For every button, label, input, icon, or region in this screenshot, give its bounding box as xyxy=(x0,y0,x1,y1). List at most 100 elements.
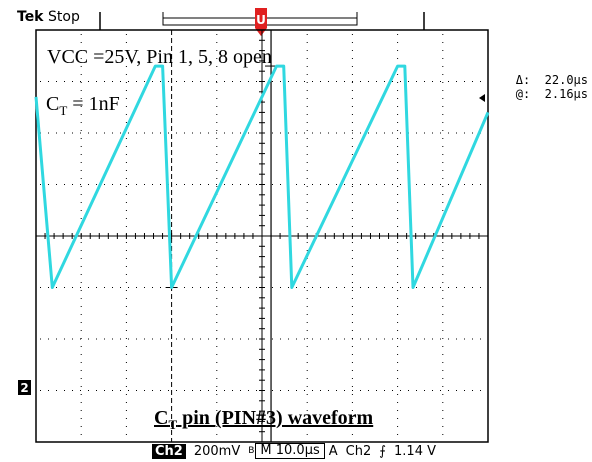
grid-dot xyxy=(216,106,218,107)
grid-dot xyxy=(306,362,308,363)
grid-dot xyxy=(440,287,441,288)
grid-dot xyxy=(216,202,218,203)
grid-dot xyxy=(80,74,82,75)
grid-dot xyxy=(40,81,41,82)
grid-dot xyxy=(397,370,399,371)
brand-label: Tek xyxy=(17,9,44,25)
grid-dot xyxy=(397,90,399,91)
grid-dot xyxy=(306,394,308,395)
grid-dot xyxy=(442,314,444,315)
grid-dot xyxy=(216,146,218,147)
grid-dot xyxy=(80,287,81,288)
grid-dot xyxy=(306,50,308,51)
grid-dot xyxy=(125,346,127,347)
grid-dot xyxy=(136,287,137,288)
grid-dot xyxy=(448,81,449,82)
channel-badge[interactable]: Ch2 xyxy=(152,443,186,459)
grid-dot xyxy=(397,98,399,99)
grid-dot xyxy=(306,338,308,339)
grid-dot xyxy=(351,50,353,51)
grid-dot xyxy=(171,298,173,299)
grid-dot xyxy=(304,390,305,391)
grid-dot xyxy=(216,258,218,259)
grid-dot xyxy=(280,390,281,391)
grid-dot xyxy=(397,426,399,427)
grid-dot xyxy=(306,114,308,115)
grid-dot xyxy=(442,106,444,107)
grid-dot xyxy=(351,218,353,219)
grid-dot xyxy=(56,338,57,340)
grid-dot xyxy=(351,42,353,43)
grid-dot xyxy=(352,132,353,134)
grid-dot xyxy=(125,186,127,187)
grid-dot xyxy=(125,386,127,387)
grid-dot xyxy=(306,410,308,411)
grid-dot xyxy=(344,287,345,288)
grid-dot xyxy=(376,132,377,134)
grid-dot xyxy=(351,258,353,259)
grid-dot xyxy=(306,250,308,251)
grid-dot xyxy=(125,426,127,427)
grid-dot xyxy=(442,58,444,59)
grid-dot xyxy=(351,426,353,427)
volts-per-div[interactable]: 200mV xyxy=(193,443,241,459)
grid-dot xyxy=(448,132,449,134)
grid-dot xyxy=(248,390,249,391)
grid-dot xyxy=(440,132,441,134)
grid-dot xyxy=(80,306,82,307)
grid-dot xyxy=(480,390,481,391)
grid-dot xyxy=(442,74,444,75)
grid-dot xyxy=(216,132,217,134)
grid-dot xyxy=(397,130,399,131)
grid-dot xyxy=(397,194,399,195)
grid-dot xyxy=(306,282,308,283)
trigger-level[interactable]: 1.14 V xyxy=(394,443,437,459)
grid-dot xyxy=(80,170,82,171)
grid-dot xyxy=(171,50,173,51)
grid-dot xyxy=(80,290,82,291)
grid-dot xyxy=(397,258,399,259)
grid-dot xyxy=(160,81,161,82)
trigger-mode[interactable]: A xyxy=(328,443,338,459)
grid-dot xyxy=(442,122,444,123)
grid-dot xyxy=(360,132,361,134)
grid-dot xyxy=(216,74,218,75)
grid-dot xyxy=(320,338,321,340)
grid-dot xyxy=(351,354,353,355)
grid-dot xyxy=(216,338,217,340)
grid-dot xyxy=(306,314,308,315)
grid-dot xyxy=(306,58,308,59)
grid-dot xyxy=(384,390,385,391)
grid-dot xyxy=(442,378,444,379)
grid-dot xyxy=(368,338,369,340)
grid-dot xyxy=(88,338,89,340)
grid-dot xyxy=(171,402,173,403)
grid-dot xyxy=(72,81,73,82)
grid-dot xyxy=(80,314,82,315)
grid-dot xyxy=(125,242,127,243)
grid-dot xyxy=(397,402,399,403)
grid-dot xyxy=(171,106,173,107)
grid-dot xyxy=(80,50,82,51)
grid-dot xyxy=(208,132,209,134)
grid-dot xyxy=(464,338,465,340)
grid-dot xyxy=(397,226,399,227)
grid-dot xyxy=(480,338,481,340)
grid-dot xyxy=(64,390,65,391)
trigger-source[interactable]: Ch2 xyxy=(345,443,372,459)
grid-dot xyxy=(351,242,353,243)
timebase[interactable]: M 10.0µs xyxy=(255,443,325,459)
grid-dot xyxy=(442,202,444,203)
grid-dot xyxy=(144,338,145,340)
grid-dot xyxy=(125,394,127,395)
grid-dot xyxy=(397,298,399,299)
grid-dot xyxy=(72,287,73,288)
grid-dot xyxy=(360,287,361,288)
grid-dot xyxy=(400,338,401,340)
grid-dot xyxy=(128,184,129,185)
grid-dot xyxy=(306,370,308,371)
grid-dot xyxy=(144,390,145,391)
grid-dot xyxy=(248,81,249,82)
grid-dot xyxy=(112,390,113,391)
